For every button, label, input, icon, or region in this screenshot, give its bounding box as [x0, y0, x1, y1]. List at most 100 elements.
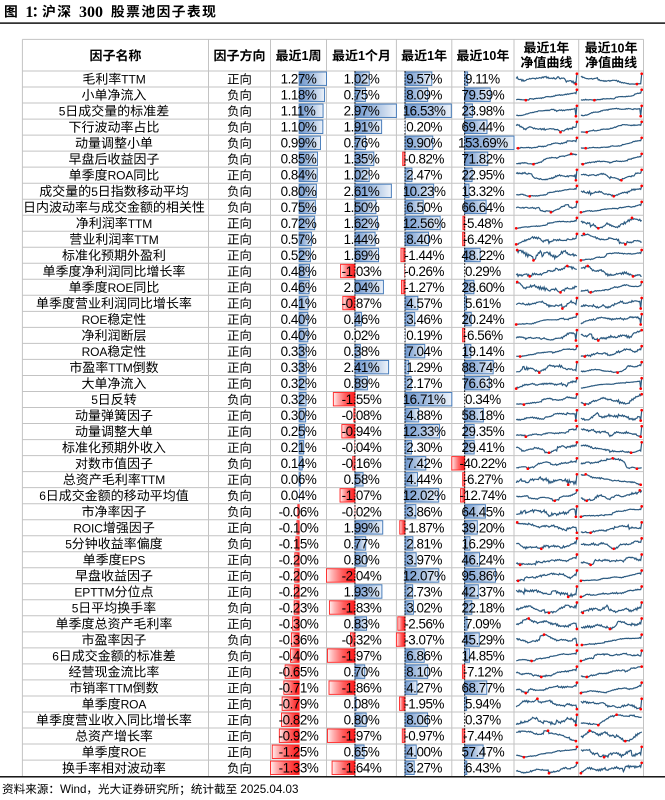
svg-text:5.61%: 5.61% — [465, 296, 501, 311]
svg-text:5: 5 — [91, 185, 98, 199]
svg-text:2.81%: 2.81% — [406, 536, 442, 551]
svg-text:0.85%: 0.85% — [281, 152, 317, 167]
svg-text:64.45%: 64.45% — [462, 504, 505, 519]
svg-text:153.69%: 153.69% — [458, 136, 508, 151]
svg-text:7.04%: 7.04% — [406, 344, 442, 359]
svg-text:14.85%: 14.85% — [462, 649, 505, 664]
svg-text:ROA: ROA — [108, 169, 134, 183]
svg-text:-12.74%: -12.74% — [460, 488, 507, 503]
svg-text:28.60%: 28.60% — [462, 280, 505, 295]
svg-text:0.08%: 0.08% — [344, 697, 380, 712]
svg-text:-0.87%: -0.87% — [342, 296, 382, 311]
svg-text:5: 5 — [72, 601, 79, 615]
svg-text:9.57%: 9.57% — [406, 72, 442, 87]
svg-text:6.43%: 6.43% — [465, 761, 501, 776]
svg-text:300: 300 — [79, 4, 103, 21]
svg-text:19.14%: 19.14% — [462, 344, 505, 359]
svg-text:-0.10%: -0.10% — [279, 520, 319, 535]
svg-text:1: 1 — [358, 49, 365, 63]
svg-text:-5.48%: -5.48% — [463, 216, 503, 231]
svg-text:TTM: TTM — [108, 361, 132, 375]
svg-text:2.30%: 2.30% — [406, 440, 442, 455]
svg-text:79.59%: 79.59% — [462, 88, 505, 103]
svg-text:1: 1 — [549, 41, 556, 55]
svg-text:66.64%: 66.64% — [462, 200, 505, 215]
svg-text:0.33%: 0.33% — [281, 360, 317, 375]
svg-text:8.40%: 8.40% — [406, 232, 442, 247]
svg-text:-0.30%: -0.30% — [279, 616, 319, 631]
svg-text:0.80%: 0.80% — [281, 184, 317, 199]
svg-text:-7.12%: -7.12% — [463, 665, 503, 680]
svg-text:ROA: ROA — [121, 698, 147, 712]
svg-text:Wind: Wind — [60, 783, 86, 796]
svg-text:2.47%: 2.47% — [406, 168, 442, 183]
svg-text:-0.22%: -0.22% — [279, 584, 319, 599]
svg-text:0.30%: 0.30% — [281, 408, 317, 423]
svg-text:-40.22%: -40.22% — [460, 456, 507, 471]
svg-text:ROA: ROA — [82, 345, 108, 359]
svg-text:-1.44%: -1.44% — [404, 248, 444, 263]
svg-text:-2.04%: -2.04% — [342, 568, 382, 583]
svg-text:0.84%: 0.84% — [281, 168, 317, 183]
svg-text:-0.65%: -0.65% — [279, 665, 319, 680]
svg-text:1.29%: 1.29% — [406, 360, 442, 375]
svg-text:4.88%: 4.88% — [406, 408, 442, 423]
svg-text:1.27%: 1.27% — [281, 72, 317, 87]
svg-text:3.27%: 3.27% — [406, 761, 442, 776]
svg-text:76.63%: 76.63% — [462, 376, 505, 391]
svg-text:42.37%: 42.37% — [462, 584, 505, 599]
svg-text:0.57%: 0.57% — [281, 232, 317, 247]
svg-text:0.32%: 0.32% — [281, 392, 317, 407]
svg-text:3.86%: 3.86% — [406, 504, 442, 519]
svg-text:0.76%: 0.76% — [344, 136, 380, 151]
svg-text:0.58%: 0.58% — [344, 472, 380, 487]
svg-text:12.33%: 12.33% — [403, 424, 446, 439]
svg-text:-0.79%: -0.79% — [279, 697, 319, 712]
svg-text:0.40%: 0.40% — [281, 328, 317, 343]
svg-text:10.23%: 10.23% — [403, 184, 446, 199]
svg-text:-0.40%: -0.40% — [279, 649, 319, 664]
svg-text:-1.33%: -1.33% — [279, 761, 319, 776]
svg-text:16.53%: 16.53% — [403, 104, 446, 119]
svg-text:13.32%: 13.32% — [462, 184, 505, 199]
svg-text:58.18%: 58.18% — [462, 408, 505, 423]
svg-text:4.00%: 4.00% — [406, 745, 442, 760]
svg-text:-1.97%: -1.97% — [342, 649, 382, 664]
svg-text:2.73%: 2.73% — [406, 584, 442, 599]
svg-text:0.33%: 0.33% — [281, 344, 317, 359]
svg-text:1: 1 — [302, 49, 309, 63]
svg-text:-2.56%: -2.56% — [404, 616, 444, 631]
svg-text:0.46%: 0.46% — [281, 280, 317, 295]
svg-text:0.37%: 0.37% — [465, 713, 501, 728]
svg-text:0.75%: 0.75% — [344, 88, 380, 103]
svg-text:39.20%: 39.20% — [462, 520, 505, 535]
svg-text:4.57%: 4.57% — [406, 296, 442, 311]
svg-text:-0.02%: -0.02% — [342, 504, 382, 519]
svg-text:-1.03%: -1.03% — [342, 264, 382, 279]
svg-text:12.56%: 12.56% — [403, 216, 446, 231]
svg-text:-6.27%: -6.27% — [463, 472, 503, 487]
svg-text:1: 1 — [25, 4, 33, 21]
svg-text:-1.95%: -1.95% — [404, 697, 444, 712]
svg-text:9.90%: 9.90% — [406, 136, 442, 151]
svg-text:16.29%: 16.29% — [462, 536, 505, 551]
svg-text:-0.20%: -0.20% — [279, 552, 319, 567]
svg-text:48.22%: 48.22% — [462, 248, 505, 263]
svg-text:2.61%: 2.61% — [344, 184, 380, 199]
svg-text:0.02%: 0.02% — [344, 328, 380, 343]
svg-text:-1.64%: -1.64% — [342, 761, 382, 776]
svg-text:1.02%: 1.02% — [344, 72, 380, 87]
svg-text:0.04%: 0.04% — [281, 488, 317, 503]
svg-text:10: 10 — [482, 49, 496, 63]
svg-text:-0.15%: -0.15% — [279, 536, 319, 551]
svg-text:-1.83%: -1.83% — [342, 600, 382, 615]
svg-text:-0.16%: -0.16% — [342, 456, 382, 471]
svg-text:TTM: TTM — [121, 73, 145, 87]
svg-text:0.32%: 0.32% — [281, 376, 317, 391]
svg-text:TTM: TTM — [141, 473, 165, 487]
svg-text:-1.07%: -1.07% — [342, 488, 382, 503]
svg-text:8.10%: 8.10% — [406, 665, 442, 680]
svg-text:12.07%: 12.07% — [403, 568, 446, 583]
svg-text:-1.25%: -1.25% — [279, 745, 319, 760]
svg-text:-1.27%: -1.27% — [404, 280, 444, 295]
